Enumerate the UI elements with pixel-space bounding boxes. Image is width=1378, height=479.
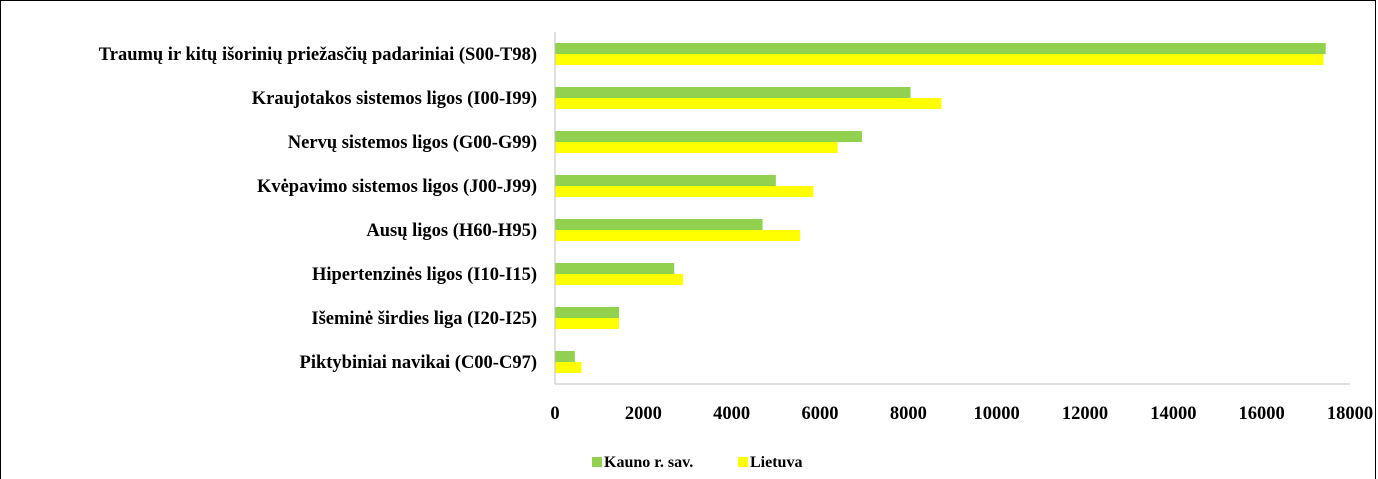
category-labels: Traumų ir kitų išorinių priežasčių padar…: [99, 45, 537, 373]
bar-lietuva-5: [555, 274, 684, 285]
bar-kauno-4: [555, 219, 763, 230]
legend-kauno-label: Kauno r. sav.: [604, 454, 693, 471]
bar-lietuva-6: [555, 318, 620, 329]
legend: Kauno r. sav. Lietuva: [592, 454, 802, 471]
bar-lietuva-4: [555, 230, 801, 241]
bar-lietuva-3: [555, 186, 814, 197]
category-label: Kraujotakos sistemos ligos (I00-I99): [252, 89, 537, 109]
x-tick-label: 12000: [1062, 404, 1108, 424]
category-label: Piktybiniai navikai (C00-C97): [300, 353, 537, 373]
legend-lietuva-label: Lietuva: [750, 454, 802, 471]
x-tick-label: 10000: [974, 404, 1020, 424]
bar-lietuva-0: [555, 54, 1324, 65]
category-label: Hipertenzinės ligos (I10-I15): [312, 265, 537, 285]
category-label: Išeminė širdies liga (I20-I25): [311, 309, 537, 329]
bar-kauno-0: [555, 43, 1326, 54]
legend-kauno-swatch: [592, 457, 602, 467]
bar-kauno-3: [555, 175, 776, 186]
x-tick-labels: 0 2000 4000 6000 8000 10000 12000 14000 16000 180…: [550, 404, 1373, 424]
x-tick-label: 2000: [625, 404, 662, 424]
bar-kauno-7: [555, 351, 575, 362]
legend-lietuva-swatch: [738, 457, 748, 467]
bar-kauno-6: [555, 307, 620, 318]
bar-kauno-2: [555, 131, 862, 142]
x-tick-label: 14000: [1150, 404, 1196, 424]
category-label: Ausų ligos (H60-H95): [366, 221, 537, 241]
bar-kauno-1: [555, 87, 911, 98]
category-label: Nervų sistemos ligos (G00-G99): [288, 133, 537, 153]
bars-layer: [555, 43, 1326, 373]
bar-lietuva-7: [555, 362, 582, 373]
bar-kauno-5: [555, 263, 675, 274]
x-tick-label: 0: [550, 404, 559, 424]
x-tick-label: 6000: [802, 404, 839, 424]
x-tick-label: 8000: [890, 404, 927, 424]
category-label: Kvėpavimo sistemos ligos (J00-J99): [257, 177, 537, 197]
x-tick-label: 4000: [713, 404, 750, 424]
category-label: Traumų ir kitų išorinių priežasčių padar…: [99, 45, 537, 65]
x-tick-label: 16000: [1239, 404, 1285, 424]
x-tick-label: 18000: [1327, 404, 1373, 424]
bar-lietuva-2: [555, 142, 838, 153]
bar-lietuva-1: [555, 98, 942, 109]
